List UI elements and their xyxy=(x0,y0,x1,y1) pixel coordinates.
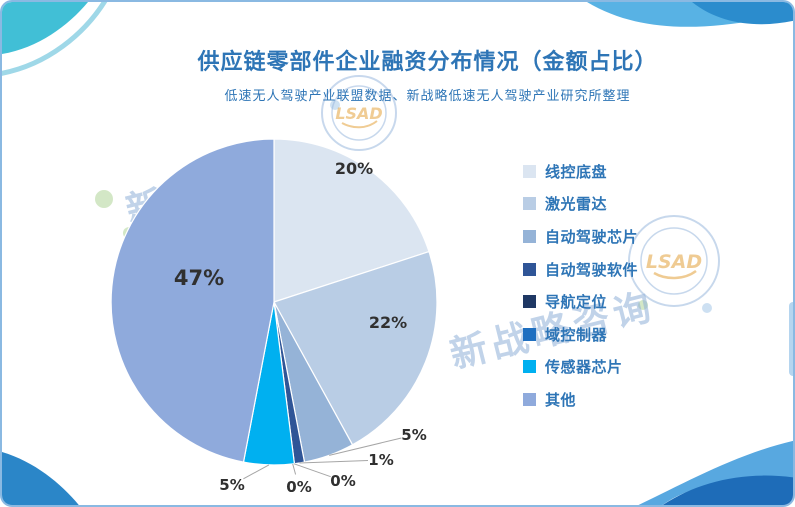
pie-label: 5% xyxy=(219,476,244,494)
legend-swatch xyxy=(523,197,536,211)
legend-item: 自动驾驶芯片 xyxy=(523,220,638,253)
pie-label: 20% xyxy=(335,159,373,178)
pie-slice-2 xyxy=(273,250,438,446)
legend-swatch xyxy=(523,360,536,374)
badge-ring-outer xyxy=(321,75,397,151)
legend-item: 域控制器 xyxy=(523,318,638,351)
pie-label-leader xyxy=(299,460,369,464)
pie-label: 5% xyxy=(401,426,426,444)
legend-item: 其他 xyxy=(523,383,638,416)
badge-ring-inner xyxy=(331,85,387,141)
legend-label: 自动驾驶软件 xyxy=(545,260,639,279)
legend-item: 导航定位 xyxy=(523,285,638,318)
legend-label: 激光雷达 xyxy=(545,195,608,214)
pie-label: 0% xyxy=(330,472,355,490)
watermark-badge: LSAD xyxy=(321,75,397,151)
chart-header: 供应链零部件企业融资分布情况（金额占比） 低速无人驾驶产业联盟数据、新战略低速无… xyxy=(92,44,763,104)
badge-ring-outer xyxy=(628,215,720,307)
legend: 线控底盘激光雷达自动驾驶芯片 自动驾驶软件 导航定位域控制器传感器芯片其他 xyxy=(523,155,638,416)
legend-swatch xyxy=(523,392,536,406)
decor-wave-top-right-dark xyxy=(692,2,793,25)
pie-label-leader xyxy=(293,463,331,478)
pie-label: 1% xyxy=(368,451,393,469)
legend-swatch xyxy=(523,164,536,178)
decor-wave-bottom-right-dark xyxy=(662,475,793,505)
watermark-badge: LSAD xyxy=(628,215,720,307)
legend-swatch xyxy=(523,229,536,243)
badge-swoosh xyxy=(653,269,697,280)
pie-label: 47% xyxy=(174,266,224,290)
legend-swatch xyxy=(523,262,536,276)
chart-title: 供应链零部件企业融资分布情况（金额占比） xyxy=(197,50,658,75)
legend-swatch xyxy=(523,327,536,341)
pie-slice-8 xyxy=(110,138,275,463)
decor-wave-top-left xyxy=(2,2,88,54)
chart-subtitle: 低速无人驾驶产业联盟数据、新战略低速无人驾驶产业研究所整理 xyxy=(224,89,631,104)
legend-label: 传感器芯片 xyxy=(545,358,623,377)
legend-item: 传感器芯片 xyxy=(523,351,638,384)
watermark-badge-text: LSAD xyxy=(335,104,382,123)
pie-label-leader xyxy=(243,464,270,480)
decor-pill-right-edge xyxy=(789,302,793,376)
badge-ring-inner xyxy=(640,227,708,295)
pie-label: 0% xyxy=(286,478,311,496)
pie-slices xyxy=(110,138,438,466)
decor-line-top-left xyxy=(2,2,108,76)
legend-label: 导航定位 xyxy=(545,293,608,312)
decor-wave-bottom-right-light xyxy=(638,440,793,505)
legend-item: 自动驾驶软件 xyxy=(523,253,638,286)
legend-item: 激光雷达 xyxy=(523,188,638,221)
pie-label-leader xyxy=(329,437,402,456)
decor-wave-bottom-left xyxy=(2,452,79,505)
legend-label: 线控底盘 xyxy=(545,162,608,181)
legend-item: 线控底盘 xyxy=(523,155,638,188)
legend-swatch xyxy=(523,295,536,309)
legend-label: 其他 xyxy=(545,390,577,409)
badge-swoosh xyxy=(341,120,378,129)
pie-labels: 20% 22% 5% 1% 0% 0% 5% 47% xyxy=(174,159,427,496)
pie-slice-1 xyxy=(273,138,430,303)
pie-label-leader xyxy=(292,463,297,475)
legend-label: 自动驾驶芯片 xyxy=(545,227,639,246)
legend-label: 域控制器 xyxy=(545,325,608,344)
pie-label: 22% xyxy=(369,313,407,332)
watermark-badge-text: LSAD xyxy=(646,251,702,273)
